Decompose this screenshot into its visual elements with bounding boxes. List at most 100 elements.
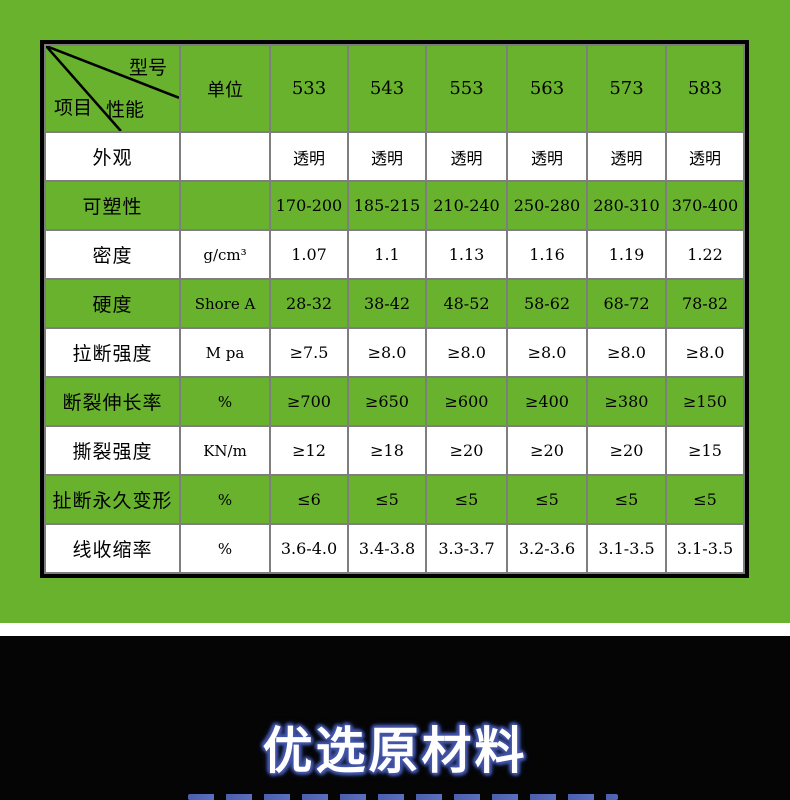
value-cell: 185-215: [347, 180, 427, 231]
value-cell: 1.22: [665, 229, 745, 280]
value-cell: ≤5: [425, 474, 508, 525]
value-cell: 68-72: [586, 278, 667, 329]
value-cell: 38-42: [347, 278, 427, 329]
row-label: 断裂伸长率: [44, 376, 181, 427]
value-cell: ≥8.0: [586, 327, 667, 378]
corner-label-performance: 性能: [106, 99, 145, 121]
value-cell: 透明: [665, 131, 745, 182]
value-cell: ≥600: [425, 376, 508, 427]
table-row: 线收缩率% 3.6-4.0 3.4-3.8 3.3-3.7 3.2-3.6 3.1-3.5…: [44, 523, 745, 574]
column-header-model: 583: [665, 44, 745, 133]
column-header-unit: 单位: [179, 44, 271, 133]
spec-table-section: 型号 性能 项目 单位 533 543 553 563 573 583 外观 透明 透明 透明透…: [0, 0, 790, 623]
column-header-model: 563: [506, 44, 588, 133]
column-header-model: 543: [347, 44, 427, 133]
value-cell: ≥8.0: [665, 327, 745, 378]
value-cell: ≥8.0: [425, 327, 508, 378]
value-cell: ≥12: [269, 425, 349, 476]
banner-title: 优选原材料: [262, 722, 528, 780]
row-label: 硬度: [44, 278, 181, 329]
unit-cell: [179, 131, 271, 182]
unit-cell: %: [179, 376, 271, 427]
value-cell: ≥15: [665, 425, 745, 476]
value-cell: 250-280: [506, 180, 588, 231]
value-cell: ≥20: [506, 425, 588, 476]
value-cell: ≤6: [269, 474, 349, 525]
value-cell: ≥20: [586, 425, 667, 476]
value-cell: 透明: [425, 131, 508, 182]
table-row: 扯断永久变形% ≤6 ≤5 ≤5 ≤5 ≤5 ≤5: [44, 474, 745, 525]
value-cell: ≤5: [665, 474, 745, 525]
corner-label-model: 型号: [128, 57, 167, 79]
table-row: 可塑性 170-200 185-215 210-240 250-280 280-310 37…: [44, 180, 745, 231]
value-cell: ≥8.0: [347, 327, 427, 378]
value-cell: 3.6-4.0: [269, 523, 349, 574]
value-cell: 透明: [586, 131, 667, 182]
value-cell: 48-52: [425, 278, 508, 329]
value-cell: ≥650: [347, 376, 427, 427]
column-header-model: 573: [586, 44, 667, 133]
value-cell: 1.19: [586, 229, 667, 280]
spec-table: 型号 性能 项目 单位 533 543 553 563 573 583 外观 透明 透明 透明透…: [40, 40, 749, 578]
value-cell: 1.13: [425, 229, 508, 280]
value-cell: ≥20: [425, 425, 508, 476]
value-cell: 1.16: [506, 229, 588, 280]
table-row: 密度 g/cm³ 1.07 1.1 1.13 1.16 1.19 1.22: [44, 229, 745, 280]
unit-cell: [179, 180, 271, 231]
value-cell: ≤5: [347, 474, 427, 525]
spec-table-grid: 型号 性能 项目 单位 533 543 553 563 573 583 外观 透明 透明 透明透…: [44, 44, 745, 574]
row-label: 扯断永久变形: [44, 474, 181, 525]
value-cell: 透明: [347, 131, 427, 182]
unit-cell: %: [179, 523, 271, 574]
header-row: 型号 性能 项目 单位 533 543 553 563 573 583: [44, 44, 745, 133]
value-cell: 3.4-3.8: [347, 523, 427, 574]
diagonal-divider-lines: [47, 47, 178, 130]
value-cell: 370-400: [665, 180, 745, 231]
row-label: 密度: [44, 229, 181, 280]
divider-strip: [0, 623, 790, 636]
value-cell: ≥8.0: [506, 327, 588, 378]
value-cell: ≤5: [506, 474, 588, 525]
value-cell: 透明: [269, 131, 349, 182]
value-cell: ≥380: [586, 376, 667, 427]
table-corner-cell: 型号 性能 项目: [44, 44, 181, 133]
value-cell: ≤5: [586, 474, 667, 525]
unit-cell: Shore A: [179, 278, 271, 329]
table-row: 撕裂强度 KN/m ≥12 ≥18 ≥20 ≥20 ≥20 ≥15: [44, 425, 745, 476]
value-cell: 280-310: [586, 180, 667, 231]
value-cell: ≥400: [506, 376, 588, 427]
clipped-text-line: [188, 794, 618, 800]
row-label: 线收缩率: [44, 523, 181, 574]
value-cell: 78-82: [665, 278, 745, 329]
value-cell: 28-32: [269, 278, 349, 329]
table-row: 拉断强度 M pa ≥7.5 ≥8.0 ≥8.0 ≥8.0 ≥8.0 ≥8.0: [44, 327, 745, 378]
unit-cell: g/cm³: [179, 229, 271, 280]
column-header-model: 553: [425, 44, 508, 133]
unit-cell: %: [179, 474, 271, 525]
table-row: 外观 透明 透明 透明 透明 透明 透明: [44, 131, 745, 182]
value-cell: 210-240: [425, 180, 508, 231]
value-cell: ≥700: [269, 376, 349, 427]
column-header-model: 533: [269, 44, 349, 133]
value-cell: 1.07: [269, 229, 349, 280]
value-cell: ≥7.5: [269, 327, 349, 378]
banner-section: 优选原材料: [0, 636, 790, 800]
value-cell: 3.2-3.6: [506, 523, 588, 574]
value-cell: 3.1-3.5: [586, 523, 667, 574]
value-cell: 透明: [506, 131, 588, 182]
value-cell: 3.3-3.7: [425, 523, 508, 574]
value-cell: 3.1-3.5: [665, 523, 745, 574]
value-cell: ≥18: [347, 425, 427, 476]
value-cell: 1.1: [347, 229, 427, 280]
row-label: 可塑性: [44, 180, 181, 231]
corner-label-item: 项目: [54, 97, 93, 119]
unit-cell: KN/m: [179, 425, 271, 476]
row-label: 外观: [44, 131, 181, 182]
table-row: 断裂伸长率% ≥700 ≥650 ≥600 ≥400 ≥380 ≥150: [44, 376, 745, 427]
row-label: 撕裂强度: [44, 425, 181, 476]
value-cell: 58-62: [506, 278, 588, 329]
table-row: 硬度 Shore A 28-32 38-42 48-52 58-62 68-72 78-82: [44, 278, 745, 329]
value-cell: 170-200: [269, 180, 349, 231]
value-cell: ≥150: [665, 376, 745, 427]
row-label: 拉断强度: [44, 327, 181, 378]
